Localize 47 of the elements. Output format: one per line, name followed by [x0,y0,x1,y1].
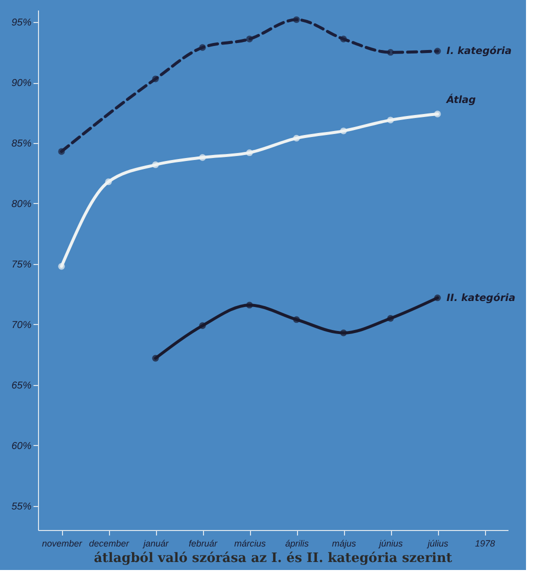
x-tick-label: 1978 [474,538,496,548]
point [293,316,300,323]
point [293,16,300,24]
x-tick-label: május [332,538,356,548]
x-tick-label: április [285,538,310,548]
point [340,330,347,336]
series-label: I. kategória [446,46,512,58]
point [434,110,441,118]
point [246,302,253,308]
x-tick-label: február [188,538,218,548]
series-label: II. kategória [446,292,516,304]
x-tick-label: március [234,538,266,548]
point [340,36,347,42]
y-tick-label: 80% [11,198,32,210]
x-tick-label: december [88,538,130,548]
x-tick-label: január [142,538,170,548]
y-tick-label: 95% [11,18,32,29]
point [199,44,206,51]
point [152,161,159,168]
point [58,263,65,270]
point [434,48,441,54]
point [246,149,253,156]
x-tick-label: július [426,538,449,548]
y-tick-label: 85% [11,138,32,150]
y-tick-label: 55% [11,501,32,512]
point [340,128,347,134]
y-tick-label: 60% [11,440,32,452]
series-label: Átlag [446,93,476,106]
point [387,48,394,56]
x-tick-label: november [42,538,84,548]
point [152,354,159,362]
text: átlagból való szórása az I. és II. kategória szerint [94,551,452,566]
point [199,154,206,161]
point [434,294,441,302]
point [199,322,206,329]
y-tick-label: 70% [11,320,32,331]
point [246,36,253,42]
x-tick-label: június [378,538,404,548]
y-tick-label: 65% [11,380,32,392]
point [387,315,394,322]
point [387,116,394,124]
y-tick-label: 90% [11,78,32,90]
point [58,148,65,155]
point [293,134,300,142]
y-tick-label: 75% [11,259,32,270]
point [105,178,112,186]
point [152,76,159,82]
